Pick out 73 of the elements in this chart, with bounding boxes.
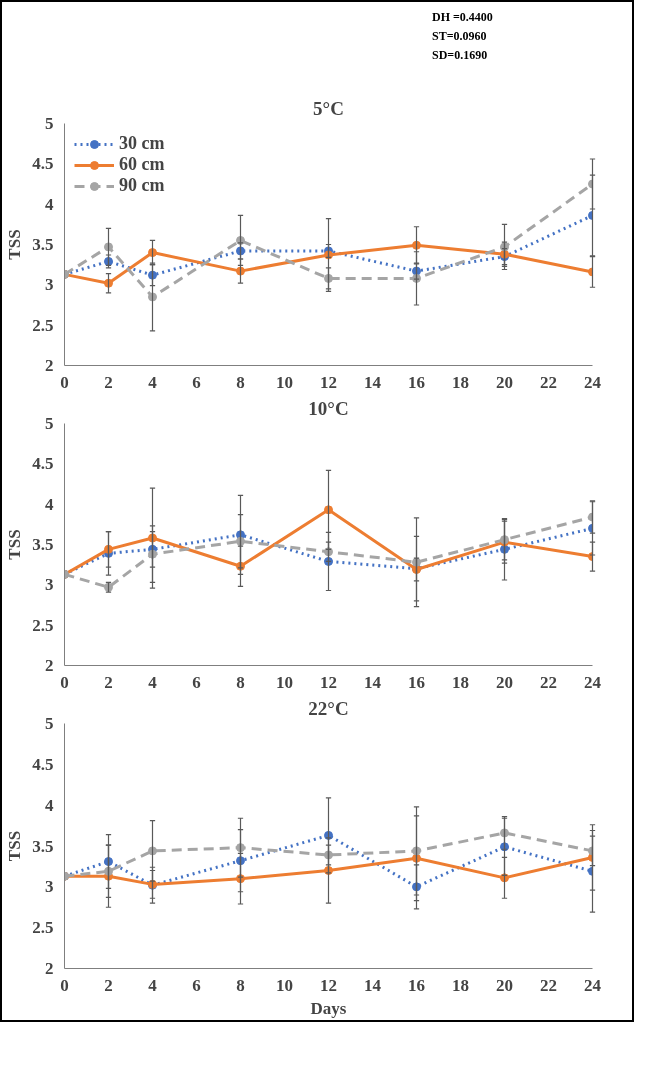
x-tick-label: 24	[584, 672, 602, 692]
x-tick-label: 10	[276, 372, 293, 392]
x-tick-label: 4	[148, 672, 158, 692]
y-tick-label: 2	[45, 356, 54, 375]
x-tick-label: 4	[148, 975, 158, 995]
x-tick-label: 12	[320, 372, 337, 392]
x-tick-label: 14	[364, 372, 382, 392]
x-tick-label: 14	[364, 975, 382, 995]
y-tick-label: 4.5	[32, 754, 54, 774]
y-tick-label: 5	[45, 114, 54, 133]
legend-label: 30 cm	[119, 133, 165, 154]
x-tick-label: 0	[60, 975, 69, 995]
y-tick-label: 3	[45, 877, 54, 897]
y-tick-label: 2	[45, 959, 54, 978]
x-axis-title: Days	[310, 998, 347, 1018]
x-tick-label: 8	[236, 372, 245, 392]
x-tick-label: 0	[60, 372, 69, 392]
x-tick-label: 2	[104, 672, 113, 692]
x-tick-label: 8	[236, 975, 245, 995]
x-tick-label: 10	[276, 975, 293, 995]
y-tick-label: 4	[45, 194, 54, 214]
x-tick-label: 16	[408, 975, 425, 995]
legend-label: 60 cm	[119, 154, 165, 175]
y-tick-label: 4.5	[32, 154, 54, 174]
y-tick-label: 3.5	[32, 235, 54, 254]
x-tick-label: 20	[496, 372, 513, 392]
x-tick-label: 0	[60, 672, 69, 692]
y-tick-label: 3	[45, 575, 54, 595]
x-tick-label: 2	[104, 372, 113, 392]
y-tick-label: 3	[45, 275, 54, 295]
y-tick-label: 5	[45, 414, 54, 433]
x-tick-label: 12	[320, 672, 337, 692]
y-tick-label: 4.5	[32, 454, 54, 474]
y-tick-label: 4	[45, 795, 54, 815]
legend-label: 90 cm	[119, 175, 165, 196]
y-tick-label: 5	[45, 714, 54, 733]
text: DH =0.4400	[432, 9, 493, 26]
text: SD=0.1690	[432, 47, 489, 65]
x-tick-label: 24	[584, 975, 602, 995]
x-tick-label: 16	[408, 372, 425, 392]
x-tick-label: 18	[452, 672, 469, 692]
y-tick-label: 2.5	[32, 315, 54, 335]
y-tick-label: 2.5	[32, 615, 54, 635]
x-tick-label: 16	[408, 672, 425, 692]
chart-title: 10°C	[308, 397, 349, 419]
x-tick-label: 2	[104, 975, 113, 995]
x-tick-label: 18	[452, 372, 469, 392]
y-axis-title: TSS	[5, 529, 25, 560]
x-tick-label: 4	[148, 372, 158, 392]
x-tick-label: 22	[540, 975, 557, 995]
y-tick-label: 3.5	[32, 836, 54, 856]
x-tick-label: 20	[496, 975, 513, 995]
x-tick-label: 10	[276, 672, 293, 692]
x-tick-label: 8	[236, 672, 245, 692]
x-tick-label: 24	[584, 372, 602, 392]
y-axis-title: TSS	[5, 830, 25, 862]
text: ST=0.0960	[432, 28, 488, 46]
x-tick-label: 18	[452, 975, 469, 995]
x-tick-label: 20	[496, 672, 513, 692]
x-tick-label: 22	[540, 672, 557, 692]
y-axis-title: TSS	[5, 229, 25, 260]
x-tick-label: 22	[540, 372, 557, 392]
y-tick-label: 4	[45, 494, 54, 514]
y-tick-label: 2	[45, 656, 54, 675]
x-tick-label: 6	[192, 672, 201, 692]
x-tick-label: 6	[192, 975, 201, 995]
y-tick-label: 3.5	[32, 535, 54, 554]
y-tick-label: 2.5	[32, 918, 54, 938]
x-tick-label: 14	[364, 672, 382, 692]
chart-title: 5°C	[313, 97, 344, 119]
x-tick-label: 12	[320, 975, 337, 995]
x-tick-label: 6	[192, 372, 201, 392]
chart-title: 22°C	[308, 697, 349, 719]
